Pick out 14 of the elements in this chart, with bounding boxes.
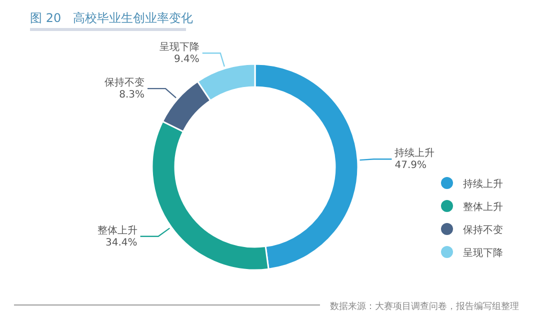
legend-label: 保持不变 <box>463 224 503 236</box>
source-note: 数据来源：大赛项目调查问卷，报告编写组整理 <box>330 301 519 312</box>
data-label: 47.9% <box>394 160 427 172</box>
legend-label: 呈现下降 <box>463 247 503 259</box>
slice-label: 整体上升 <box>97 224 138 236</box>
data-label: 34.4% <box>106 237 138 248</box>
slice-label: 呈现下降 <box>159 41 200 54</box>
slice-label: 保持不变 <box>104 76 144 89</box>
data-label: 8.3% <box>119 90 144 101</box>
data-label: 9.4% <box>174 54 200 66</box>
slice-label: 持续上升 <box>394 147 435 160</box>
chart-title: 图 20 高校毕业生创业率变化 <box>30 11 194 25</box>
legend-label: 整体上升 <box>463 201 503 213</box>
legend-label: 持续上升 <box>463 178 503 190</box>
